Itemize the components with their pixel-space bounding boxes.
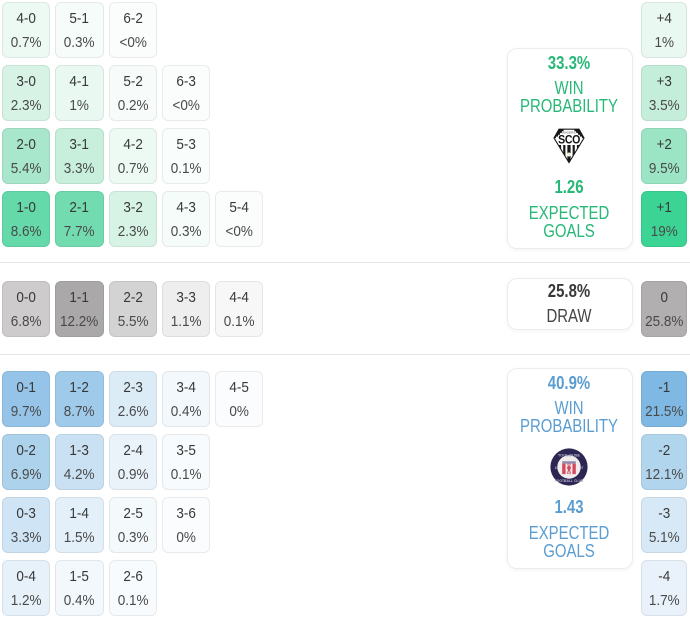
svg-text:SCO: SCO [558,134,580,147]
svg-text:FOOTBALL CLUB: FOOTBALL CLUB [555,479,584,483]
svg-text:19: 19 [555,466,559,470]
svg-text:37: 37 [580,466,584,470]
svg-text:ANGERS: ANGERS [562,131,576,135]
svg-text:TOULOUSE: TOULOUSE [558,452,580,457]
